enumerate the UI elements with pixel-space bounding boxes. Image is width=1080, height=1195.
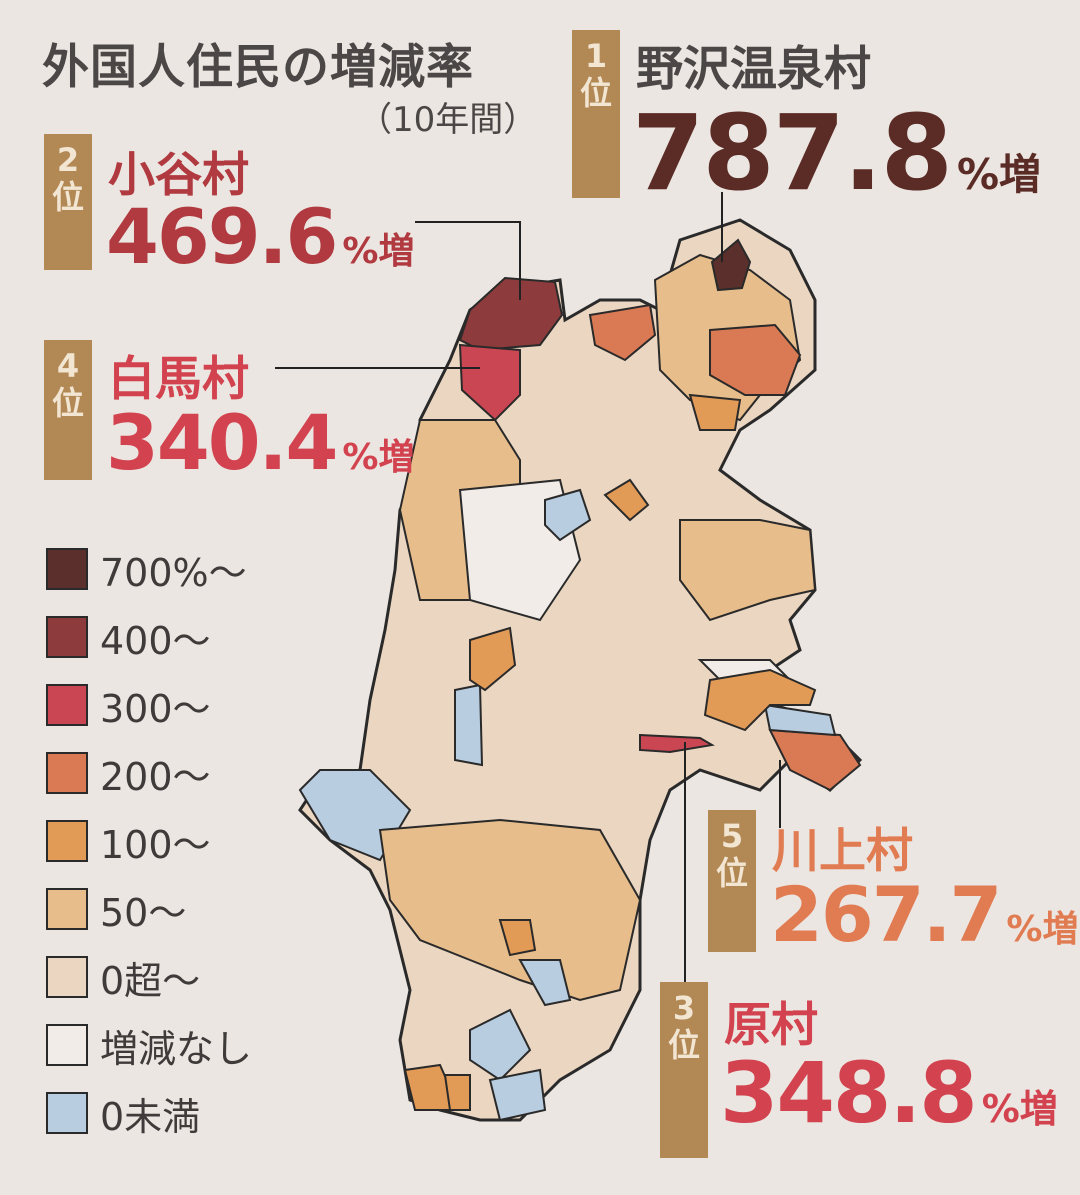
legend-swatch [46,1024,88,1066]
legend-label: 700%〜 [100,550,247,595]
rank-char: 位 [579,73,612,112]
region-south-blue-1 [518,959,572,1007]
rank-5-value: 267.7 [770,870,1002,959]
legend-swatch [46,888,88,930]
legend-label: 400〜 [100,618,211,663]
legend-label: 300〜 [100,686,211,731]
legend-item: 0超〜 [46,943,252,1011]
region-hara [639,733,715,754]
region-west-orange [469,626,517,692]
legend-label: 0未満 [100,1094,201,1139]
legend-item: 200〜 [46,739,252,807]
leader-otari [415,221,521,300]
region-hakuba [458,343,521,422]
region-north-200 [588,303,657,362]
rank-char: 位 [667,1025,700,1064]
region-south-blue-3 [488,1068,547,1122]
rank-char: 位 [51,177,84,216]
legend-swatch [46,752,88,794]
region-south-blue-2 [469,1008,532,1082]
region-east-orange [703,668,817,732]
region-south-orange-2 [443,1074,471,1111]
rank-4-percent: 340.4 %増 [106,398,414,487]
legend-item: 700%〜 [46,535,252,603]
rank-5-unit: %増 [1006,909,1079,950]
region-west-blue-2 [454,683,484,767]
rank-2-percent: 469.6 %増 [106,192,414,281]
region-central-orange [603,478,650,522]
rank-1-unit: %増 [956,150,1042,199]
rank-2-value: 469.6 [106,192,338,281]
legend-item: 100〜 [46,807,252,875]
rank-3-unit: %増 [981,1087,1058,1131]
legend-label: 増減なし [100,1026,253,1071]
region-south-beige [378,818,642,1002]
rank-2-unit: %増 [342,231,415,272]
region-nozawa [710,238,752,292]
map-subtitle: （10年間） [358,100,538,140]
region-south-orange-3 [498,919,537,957]
legend-item: 0未満 [46,1079,252,1147]
rank-4-unit: %増 [342,437,415,478]
rank-char: 4 [56,347,80,385]
rank-3-percent: 348.8 %増 [720,1044,1058,1142]
legend-swatch [46,956,88,998]
rank-2-name: 小谷村 [108,148,249,203]
rank-1-name: 野沢温泉村 [636,42,871,97]
legend-swatch [46,820,88,862]
rank-char: 1 [584,37,608,75]
region-east-beige [679,519,817,622]
legend-swatch [46,1092,88,1134]
legend: 700%〜 400〜 300〜 200〜 100〜 50〜 0超〜 増減なし 0… [46,535,252,1147]
legend-item: 増減なし [46,1011,252,1079]
rank-3-name: 原村 [724,998,818,1053]
rank-5-name: 川上村 [772,824,913,879]
map-title: 外国人住民の増減率 [42,40,474,95]
rank-4-name: 白馬村 [108,352,249,407]
rank-char: 位 [51,383,84,422]
legend-item: 50〜 [46,875,252,943]
rank-5-percent: 267.7 %増 [770,870,1078,959]
legend-swatch [46,684,88,726]
region-otari [458,276,564,352]
legend-swatch [46,548,88,590]
rank-3-value: 348.8 [720,1044,978,1142]
legend-item: 400〜 [46,603,252,671]
legend-swatch [46,616,88,658]
rank-char: 2 [56,141,80,179]
legend-label: 200〜 [100,754,211,799]
rank-char: 5 [720,817,744,855]
rank-1-value: 787.8 [632,92,953,214]
region-northeast-red [709,323,802,396]
legend-label: 0超〜 [100,958,201,1003]
region-mid-orange [688,393,742,431]
legend-label: 50〜 [100,890,187,935]
legend-label: 100〜 [100,822,211,867]
rank-4-value: 340.4 [106,398,338,487]
rank-char: 位 [715,853,748,892]
rank-1-percent: 787.8 %増 [632,92,1041,214]
region-central-blue [544,488,592,542]
legend-item: 300〜 [46,671,252,739]
rank-char: 3 [672,989,696,1027]
region-east-blue [763,703,837,737]
